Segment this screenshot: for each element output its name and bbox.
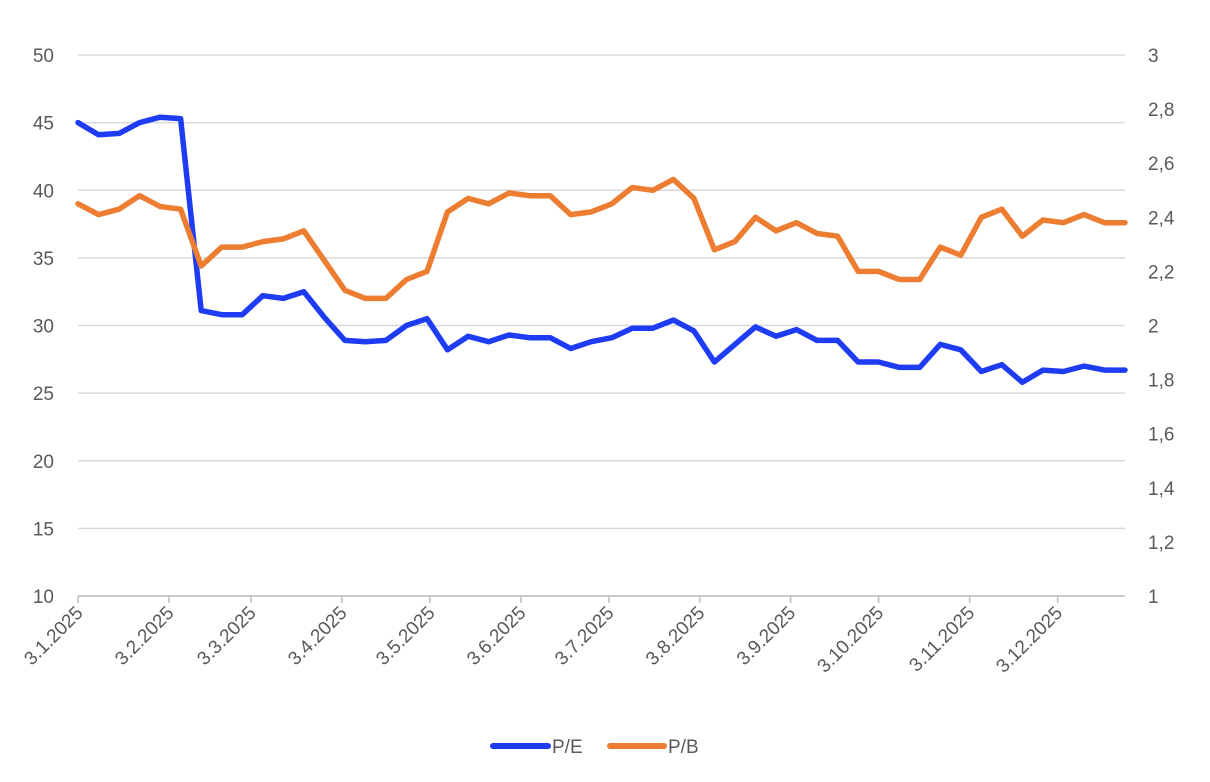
legend-label: P/B bbox=[668, 737, 699, 758]
y-right-tick-label: 1,2 bbox=[1148, 533, 1174, 554]
y-right-tick-label: 2,4 bbox=[1148, 208, 1175, 229]
legend: P/E P/B bbox=[490, 737, 699, 758]
y-right-tick-label: 2,2 bbox=[1148, 262, 1174, 283]
series-line-pe bbox=[75, 114, 1128, 386]
y-right-tick-label: 1,6 bbox=[1148, 425, 1174, 446]
y-right-tick-label: 1 bbox=[1148, 587, 1159, 608]
legend-label: P/E bbox=[552, 737, 583, 758]
y-left-tick-label: 40 bbox=[33, 181, 54, 202]
y-right-tick-label: 2,8 bbox=[1148, 100, 1174, 121]
x-tick-label: 3.5.2025 bbox=[372, 603, 439, 670]
x-tick-label: 3.7.2025 bbox=[551, 603, 618, 670]
x-tick-label: 3.3.2025 bbox=[193, 603, 260, 670]
x-tick-label: 3.11.2025 bbox=[905, 603, 979, 677]
x-tick-label: 3.10.2025 bbox=[814, 603, 889, 678]
y-left-tick-label: 25 bbox=[33, 384, 54, 405]
x-tick-label: 3.12.2025 bbox=[992, 603, 1067, 678]
y-left-tick-label: 50 bbox=[33, 46, 54, 67]
x-tick-label: 3.6.2025 bbox=[463, 603, 530, 670]
axes: 10 15 20 25 30 35 40 45 50 1 1,2 1,4 1,6 1,8 2 2,2 2,4 2,… bbox=[20, 46, 1174, 677]
y-right-tick-label: 1,8 bbox=[1148, 371, 1174, 392]
y-right-tick-label: 3 bbox=[1148, 46, 1159, 67]
y-left-tick-label: 15 bbox=[33, 519, 54, 540]
y-right-tick-label: 2,6 bbox=[1148, 154, 1174, 175]
series-line-pb bbox=[75, 176, 1128, 302]
y-left-tick-label: 10 bbox=[33, 587, 54, 608]
y-left-tick-label: 35 bbox=[33, 249, 54, 270]
y-left-tick-label: 20 bbox=[33, 452, 54, 473]
y-left-tick-label: 30 bbox=[33, 317, 54, 338]
series-lines bbox=[75, 114, 1128, 386]
x-tick-label: 3.2.2025 bbox=[111, 603, 178, 670]
gridlines bbox=[78, 54, 1125, 597]
x-tick-label: 3.1.2025 bbox=[20, 603, 87, 670]
x-tick-label: 3.9.2025 bbox=[733, 603, 800, 670]
x-tick-label: 3.4.2025 bbox=[284, 603, 351, 670]
y-right-tick-label: 1,4 bbox=[1148, 479, 1175, 500]
y-left-tick-label: 45 bbox=[33, 114, 54, 135]
y-right-tick-label: 2 bbox=[1148, 317, 1159, 338]
x-tick-label: 3.8.2025 bbox=[642, 603, 709, 670]
